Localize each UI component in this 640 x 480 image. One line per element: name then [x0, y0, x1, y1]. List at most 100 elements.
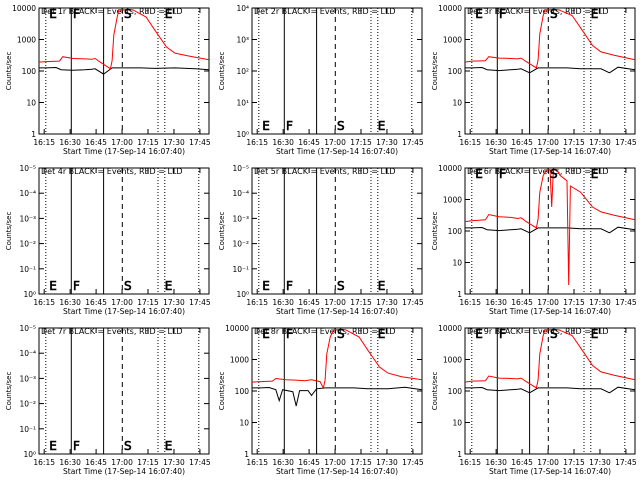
event-marker: E — [49, 439, 57, 453]
x-tick-label: 17:30 — [376, 458, 398, 467]
chart-panel-2: Det 2r BLACK = Events, RED = LLD 10⁰ 10¹ 10… — [218, 4, 424, 156]
series-line-lld — [251, 329, 423, 390]
y-tick-label: 100 — [22, 67, 37, 76]
event-marker: F — [73, 439, 80, 453]
y-tick-label: 1 — [31, 130, 36, 139]
y-tick-label: 1 — [457, 130, 462, 139]
y-tick-label: 10000 — [12, 4, 36, 13]
y-tick-label: 10 — [452, 419, 462, 428]
x-tick-label: 17:30 — [163, 138, 185, 147]
series-line-lld — [38, 9, 210, 70]
x-tick-label: 16:45 — [298, 458, 320, 467]
y-tick-label: 10000 — [225, 324, 249, 333]
y-axis-label: Counts/sec — [5, 52, 13, 91]
x-tick-label: 17:00 — [111, 138, 133, 147]
x-axis-label: Start Time (17-Sep-14 16:07:40) — [63, 147, 185, 156]
event-marker: F — [286, 279, 293, 293]
x-tick-label: 16:45 — [298, 138, 320, 147]
x-tick-label: 17:45 — [189, 298, 211, 307]
x-tick-label: 17:15 — [350, 138, 372, 147]
y-tick-label: 10⁻⁵ — [232, 164, 249, 173]
y-tick-label: 100 — [235, 387, 250, 396]
event-marker: E — [591, 327, 599, 341]
y-tick-label: 10⁻³ — [232, 214, 249, 223]
x-tick-label: 17:15 — [563, 138, 585, 147]
plot-frame — [464, 327, 636, 455]
x-axis-label: Start Time (17-Sep-14 16:07:40) — [276, 467, 398, 476]
x-tick-label: 16:15 — [246, 138, 268, 147]
y-tick-label: 10⁻⁵ — [19, 324, 36, 333]
x-tick-label: 16:45 — [511, 458, 533, 467]
event-marker: S — [550, 327, 558, 341]
chart-panel-9: Det 9r BLACK = Events, RED = LLD 1 10 100 10… — [431, 324, 637, 476]
x-axis-label: Start Time (17-Sep-14 16:07:40) — [276, 147, 398, 156]
x-axis-label: Start Time (17-Sep-14 16:07:40) — [489, 147, 611, 156]
x-tick-label: 17:00 — [111, 458, 133, 467]
event-marker: S — [124, 439, 132, 453]
event-marker: S — [124, 7, 132, 21]
y-tick-label: 10⁻² — [19, 400, 36, 409]
event-marker: S — [337, 327, 345, 341]
x-tick-label: 16:30 — [272, 298, 294, 307]
x-tick-label: 17:00 — [324, 458, 346, 467]
y-tick-label: 10⁻² — [232, 240, 249, 249]
plot-frame — [251, 327, 423, 455]
y-tick-label: 10 — [239, 419, 249, 428]
series-line-events — [252, 386, 423, 407]
y-tick-label: 1000 — [443, 196, 462, 205]
x-tick-label: 16:30 — [59, 298, 81, 307]
event-marker: F — [73, 279, 80, 293]
y-axis-label: Counts/sec — [218, 212, 226, 251]
y-tick-label: 10⁻¹ — [19, 265, 36, 274]
x-tick-label: 17:15 — [563, 458, 585, 467]
event-marker: E — [262, 119, 270, 133]
x-tick-label: 17:45 — [615, 458, 637, 467]
x-tick-label: 16:45 — [298, 298, 320, 307]
chart-title: Det 6r BLACK = Events, RED = LLD — [467, 167, 609, 176]
x-tick-label: 17:30 — [589, 458, 611, 467]
x-tick-label: 17:15 — [137, 138, 159, 147]
event-marker: E — [49, 7, 57, 21]
x-tick-label: 16:45 — [85, 298, 107, 307]
chart-title: Det 9r BLACK = Events, RED = LLD — [467, 327, 609, 336]
y-tick-label: 10 — [452, 259, 462, 268]
x-axis-label: Start Time (17-Sep-14 16:07:40) — [276, 307, 398, 316]
series-line-events — [465, 386, 636, 394]
y-axis-label: Counts/sec — [218, 372, 226, 411]
x-tick-label: 17:00 — [537, 298, 559, 307]
x-tick-label: 17:45 — [615, 138, 637, 147]
y-tick-label: 10000 — [438, 324, 462, 333]
x-tick-label: 16:30 — [272, 458, 294, 467]
y-tick-label: 10000 — [438, 164, 462, 173]
event-marker: E — [49, 279, 57, 293]
x-tick-label: 17:45 — [402, 458, 424, 467]
plot-frame — [251, 7, 423, 135]
plot-frame — [38, 167, 210, 295]
y-tick-label: 10⁻³ — [19, 374, 36, 383]
x-tick-label: 16:45 — [85, 138, 107, 147]
plot-frame — [38, 327, 210, 455]
x-tick-label: 17:45 — [402, 138, 424, 147]
x-tick-label: 17:00 — [324, 138, 346, 147]
x-tick-label: 16:15 — [33, 458, 55, 467]
event-marker: S — [337, 279, 345, 293]
y-tick-label: 1 — [457, 450, 462, 459]
y-axis-label: Counts/sec — [5, 372, 13, 411]
x-tick-label: 17:00 — [537, 458, 559, 467]
event-marker: F — [499, 7, 506, 21]
x-tick-label: 16:15 — [246, 298, 268, 307]
x-tick-label: 17:30 — [163, 298, 185, 307]
series-line-lld — [464, 169, 636, 286]
y-axis-label: Counts/sec — [5, 212, 13, 251]
x-tick-label: 17:45 — [189, 138, 211, 147]
y-tick-label: 10⁰ — [23, 290, 36, 299]
x-tick-label: 16:30 — [59, 458, 81, 467]
event-marker: F — [286, 119, 293, 133]
event-marker: E — [475, 167, 483, 181]
series-line-events — [39, 66, 210, 75]
event-marker: E — [378, 119, 386, 133]
chart-title: Det 4r BLACK = Events, RED = LLD — [41, 167, 183, 176]
y-tick-label: 1000 — [443, 356, 462, 365]
x-tick-label: 16:45 — [511, 298, 533, 307]
